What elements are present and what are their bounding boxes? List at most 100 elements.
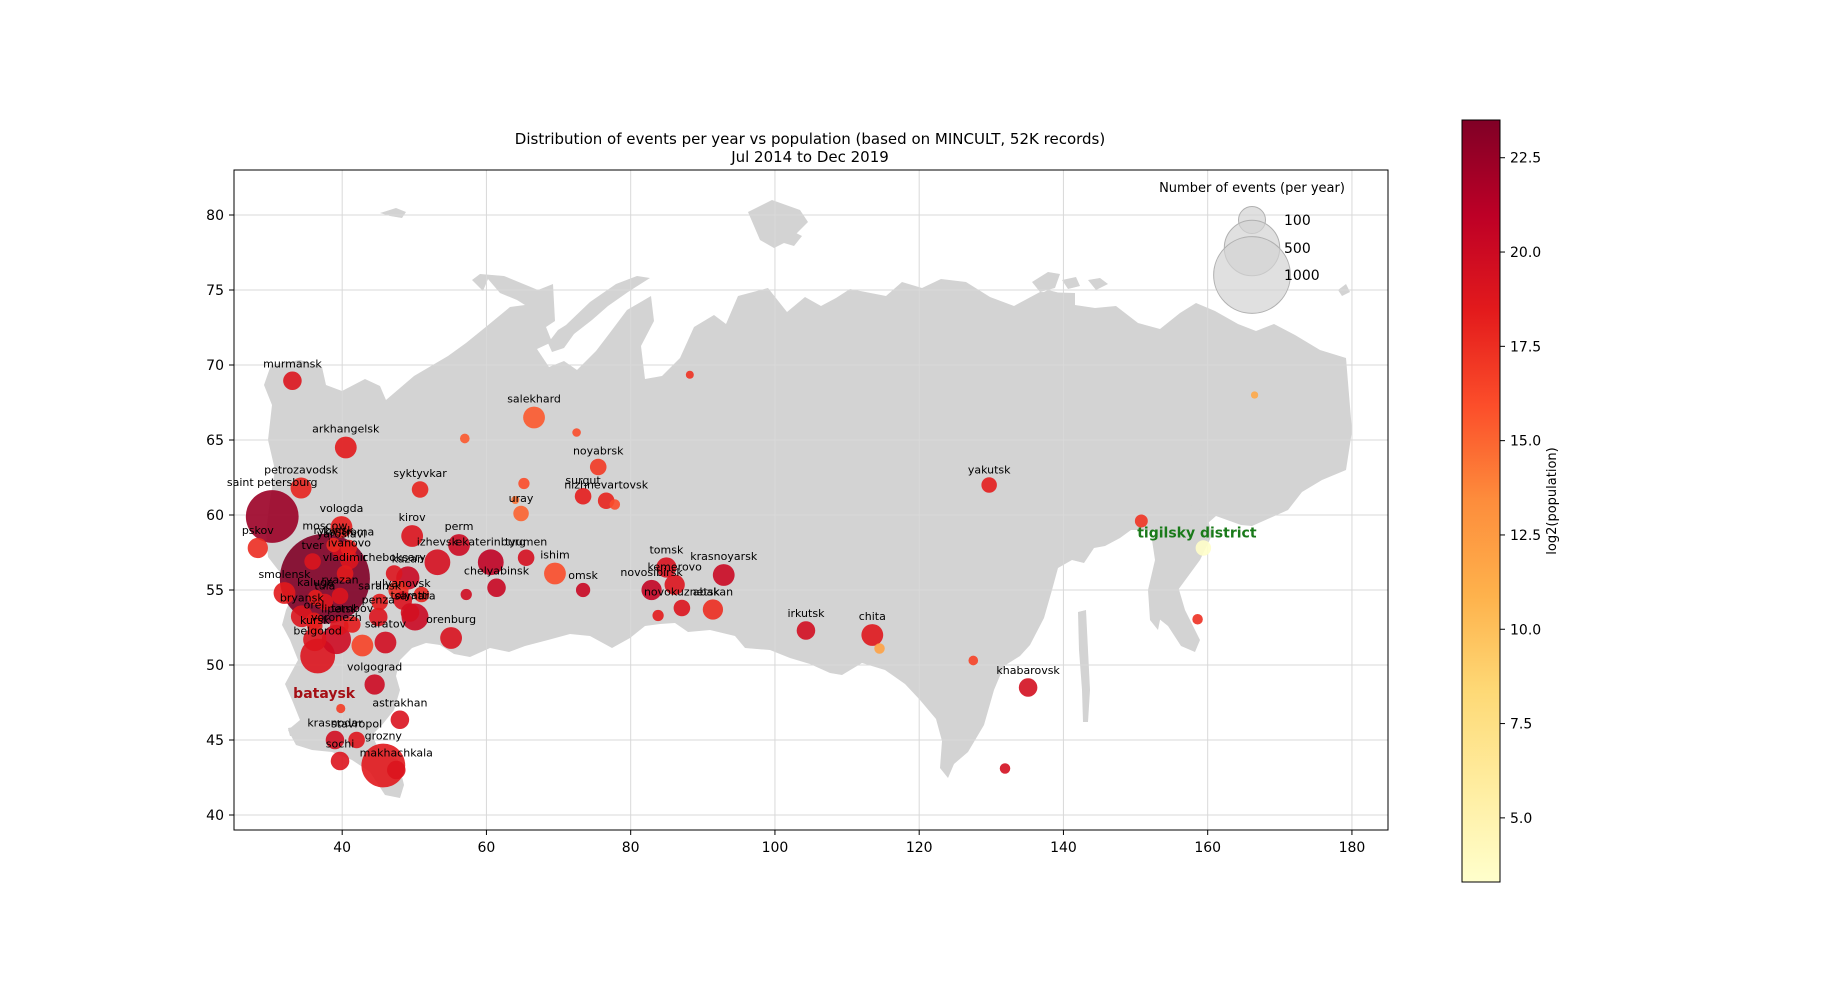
point-marker xyxy=(968,655,979,666)
point-marker xyxy=(589,458,607,476)
point-label: ryazan xyxy=(321,574,358,587)
x-tick-label: 160 xyxy=(1194,840,1221,856)
point-marker xyxy=(307,618,323,634)
point-label: kursk xyxy=(300,614,330,627)
point-label: vladimir xyxy=(323,551,368,564)
point-label: orenburg xyxy=(426,613,476,626)
legend-label: 1000 xyxy=(1284,268,1320,284)
colorbar-tick-label: 12.5 xyxy=(1510,528,1541,544)
point-marker xyxy=(371,593,388,611)
point-label: astrakhan xyxy=(372,696,427,709)
y-tick-label: 50 xyxy=(206,658,224,674)
point-label: petrozavodsk xyxy=(264,463,339,476)
y-axis: 40 45 50 55 60 65 70 75 80 xyxy=(206,208,234,824)
legend-label: 100 xyxy=(1284,213,1311,229)
y-tick-label: 70 xyxy=(206,358,224,374)
colorbar-tick-label: 15.0 xyxy=(1510,434,1541,450)
point-marker xyxy=(656,557,677,578)
point-marker xyxy=(712,564,735,586)
point-label: surgut xyxy=(565,474,601,487)
kaliningrad-exclave xyxy=(288,726,300,736)
sakhalin-island xyxy=(1078,610,1090,722)
point-marker xyxy=(641,579,662,601)
x-axis: 40 60 80 100 120 140 160 180 xyxy=(333,830,1365,856)
point-marker xyxy=(544,562,566,585)
point-label: grozny xyxy=(365,730,403,743)
point-label: tver xyxy=(302,539,325,552)
point-marker xyxy=(273,582,296,604)
point-label: saint petersburg xyxy=(227,476,318,489)
point-label: omsk xyxy=(568,569,598,582)
point-marker xyxy=(796,621,816,640)
point-label: novokuznetsk xyxy=(644,586,721,599)
colorbar-tick-label: 22.5 xyxy=(1510,151,1541,167)
new-siberian-islands xyxy=(1034,277,1108,304)
point-marker xyxy=(400,603,420,622)
point-label: arkhangelsk xyxy=(312,423,380,436)
point-marker xyxy=(518,477,530,490)
y-tick-label: 65 xyxy=(206,433,224,449)
point-label: tyumen xyxy=(505,535,547,548)
point-label: tolyatti xyxy=(390,589,429,602)
point-label: saransk xyxy=(358,580,401,593)
x-tick-label: 180 xyxy=(1339,840,1366,856)
novaya-zemlya-island xyxy=(548,276,650,352)
point-marker xyxy=(1250,391,1259,399)
point-marker xyxy=(340,539,357,557)
point-marker xyxy=(609,499,621,510)
point-label: stavropol xyxy=(331,718,382,731)
colorbar-ticks: 5.0 7.5 10.0 12.5 15.0 17.5 20.0 22.5 xyxy=(1500,151,1541,827)
point-label: chita xyxy=(859,610,886,623)
x-tick-label: 60 xyxy=(478,840,496,856)
point-marker xyxy=(247,537,268,559)
highlight-annotation: bataysk xyxy=(293,686,356,702)
point-marker xyxy=(1195,540,1212,556)
point-label: tambov xyxy=(331,602,373,615)
plot-area: moscow saint petersburg murmansk arkhangels… xyxy=(227,169,1389,831)
data-points xyxy=(245,370,1259,788)
point-label: abakan xyxy=(693,585,733,598)
point-label: makhachkala xyxy=(360,747,433,760)
y-tick-label: 40 xyxy=(206,808,224,824)
point-marker xyxy=(390,710,410,730)
point-label: kemerovo xyxy=(647,561,702,574)
point-label: rybinsk xyxy=(313,524,354,537)
point-label: orel xyxy=(304,598,325,611)
y-tick-label: 60 xyxy=(206,508,224,524)
point-marker xyxy=(303,627,327,652)
kamchatka-peninsula xyxy=(1148,505,1212,630)
point-marker xyxy=(336,703,346,714)
point-label: yakutsk xyxy=(968,463,1011,476)
point-label: saratov xyxy=(365,618,407,631)
colorbar-tick-label: 20.0 xyxy=(1510,245,1541,261)
point-label: samara xyxy=(394,590,435,603)
colorbar: 5.0 7.5 10.0 12.5 15.0 17.5 20.0 22.5 log2(popu… xyxy=(1461,119,1560,883)
y-tick-label: 75 xyxy=(206,283,224,299)
point-marker xyxy=(290,477,312,499)
point-label: uray xyxy=(509,492,534,505)
point-label: ekaterinburg xyxy=(455,535,526,548)
point-marker xyxy=(330,751,350,771)
colorbar-tick-label: 5.0 xyxy=(1510,811,1532,827)
point-label: izhevsk xyxy=(417,535,459,548)
point-label: perm xyxy=(445,520,474,533)
point-marker xyxy=(673,599,691,617)
point-marker xyxy=(424,549,451,576)
point-marker xyxy=(411,481,429,498)
severnaya-zemlya xyxy=(1032,272,1060,292)
point-marker xyxy=(348,731,365,749)
point-marker xyxy=(343,616,361,633)
point-label: khabarovsk xyxy=(996,664,1060,677)
point-marker xyxy=(304,553,321,570)
russia-landmass xyxy=(264,274,1352,798)
point-label: novosibirsk xyxy=(620,566,683,579)
point-label: yaroslavl xyxy=(317,528,366,541)
x-tick-label: 140 xyxy=(1050,840,1077,856)
point-label: volgograd xyxy=(347,660,402,673)
x-tick-label: 100 xyxy=(762,840,789,856)
point-marker xyxy=(874,643,885,654)
point-label: kirov xyxy=(399,511,426,524)
legend-title: Number of events (per year) xyxy=(1159,181,1345,196)
point-marker xyxy=(330,516,353,538)
colorbar-tick-label: 7.5 xyxy=(1510,717,1532,733)
